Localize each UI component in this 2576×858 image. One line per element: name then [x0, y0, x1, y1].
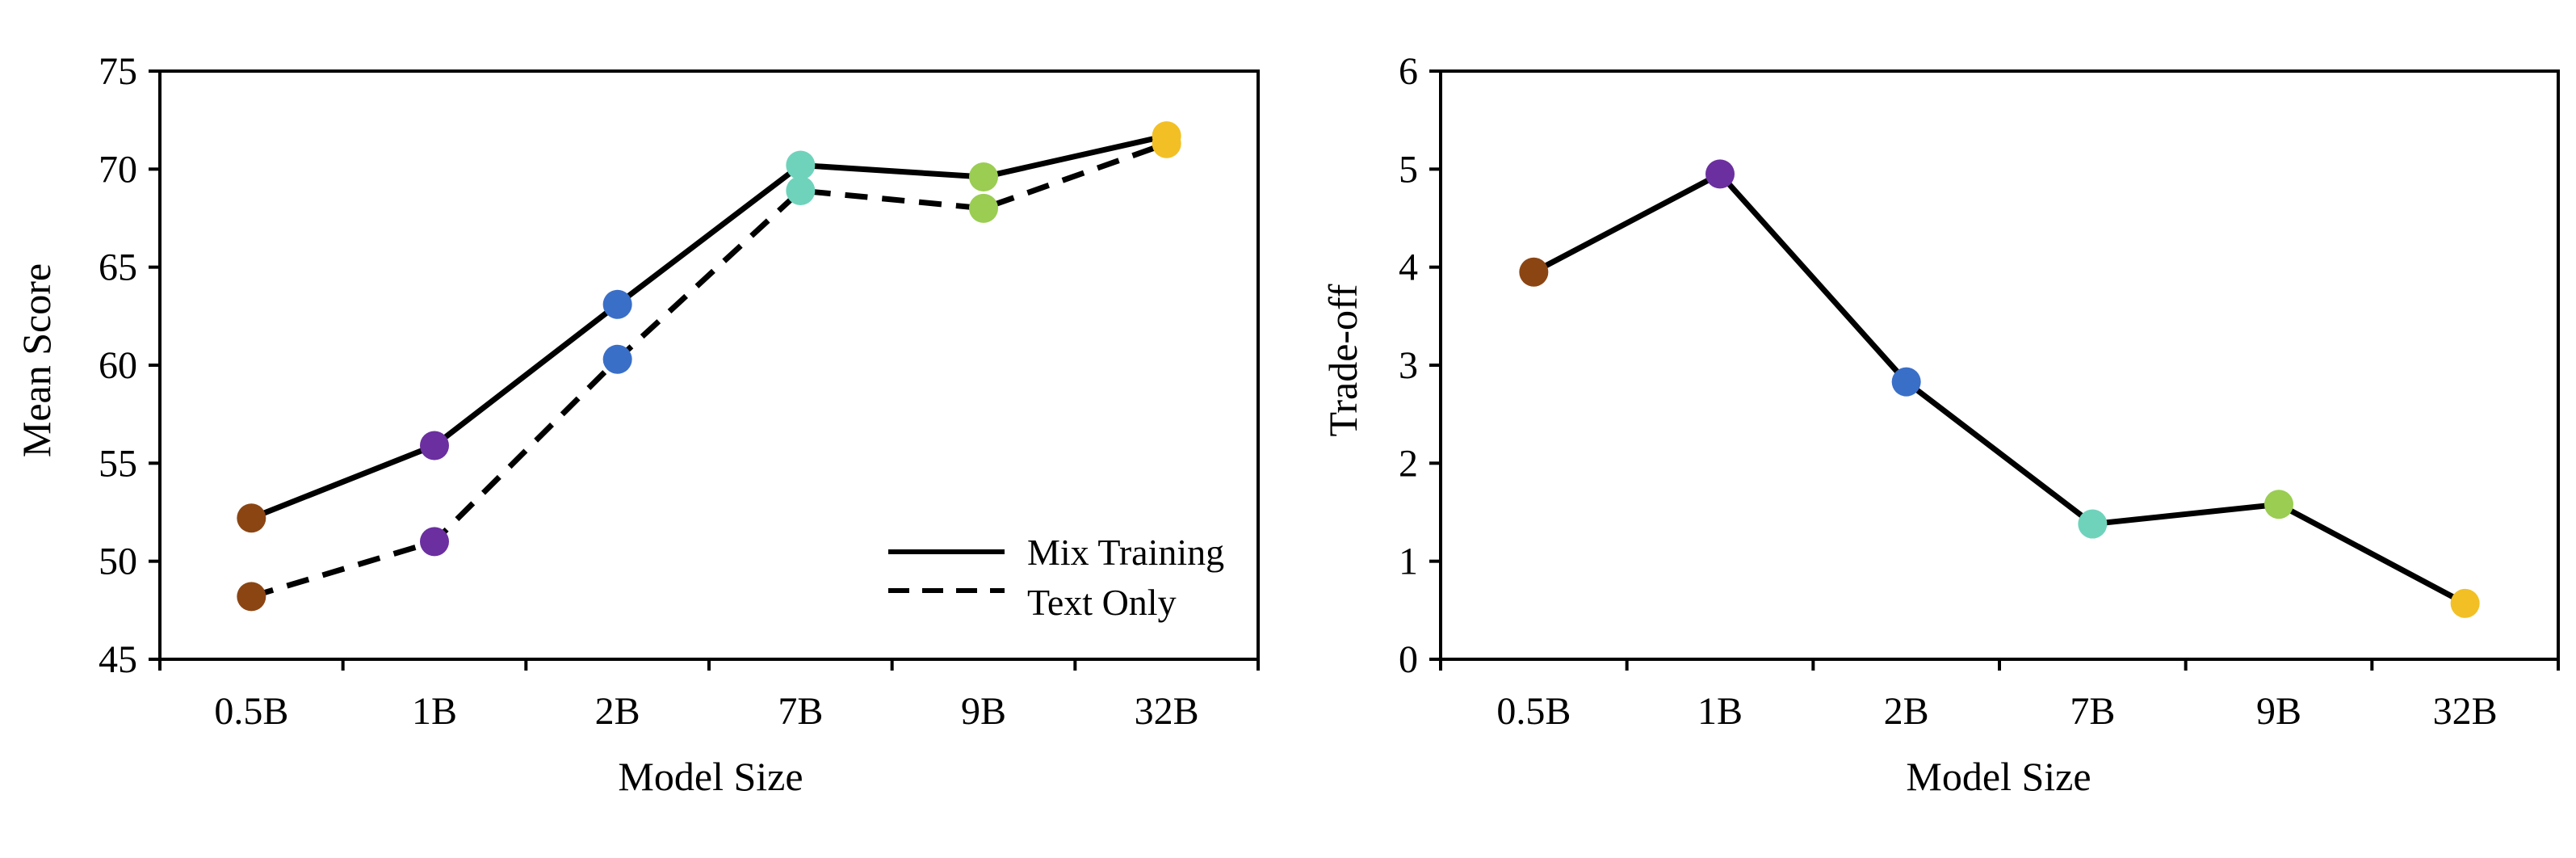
chart1-ticklabels: 0 1 2 3 4 5 6 0.5B 1B 2B 7B 9B 32B: [1399, 50, 2498, 733]
y-tick-label: 75: [99, 50, 137, 93]
x-tick-label: 32B: [1135, 690, 1199, 733]
x-tick-label: 1B: [1697, 690, 1743, 733]
y-tick-label: 2: [1399, 442, 1418, 485]
chart0-lines: [250, 132, 1168, 599]
data-point: [602, 289, 632, 319]
y-tick-label: 5: [1399, 148, 1418, 191]
y-tick-label: 55: [99, 442, 137, 485]
data-point: [1519, 257, 1549, 287]
x-tick-label: 1B: [412, 690, 457, 733]
x-tick-label: 9B: [2256, 690, 2301, 733]
trade-off-chart: 0 1 2 3 4 5 6 0.5B 1B 2B 7B 9B 32B Model Size Trade-…: [1320, 50, 2560, 799]
y-tick-label: 4: [1399, 246, 1418, 289]
series-line-0: [250, 132, 1168, 521]
x-tick-label: 7B: [2070, 690, 2115, 733]
series-line-1: [250, 141, 1168, 599]
data-point: [420, 431, 449, 461]
legend-label-text-only: Text Only: [1027, 582, 1177, 623]
y-tick-label: 70: [99, 148, 137, 191]
data-point: [1891, 367, 1921, 397]
data-point: [1705, 159, 1735, 189]
data-point: [602, 344, 632, 374]
chart0-points: [237, 121, 1181, 612]
chart1-frame: [1439, 69, 2560, 661]
data-point: [786, 150, 816, 180]
chart0-axes: [149, 69, 1260, 671]
x-tick-label: 2B: [595, 690, 640, 733]
chart0-ticklabels: 45 50 55 60 65 70 75 0.5B 1B 2B 7B 9B 32B: [99, 50, 1199, 733]
x-tick-label: 0.5B: [214, 690, 288, 733]
x-tick-label: 2B: [1884, 690, 1929, 733]
x-tick-label: 7B: [778, 690, 823, 733]
data-point: [237, 503, 266, 533]
chart0-xlabel: Model Size: [618, 754, 803, 799]
x-tick-label: 9B: [961, 690, 1006, 733]
x-tick-label: 32B: [2433, 690, 2498, 733]
data-point: [969, 162, 998, 192]
data-point: [1152, 128, 1181, 158]
y-tick-label: 6: [1399, 50, 1418, 93]
legend-label-mix-training: Mix Training: [1027, 532, 1224, 573]
y-tick-label: 45: [99, 638, 137, 681]
series-line-0: [1532, 170, 2467, 606]
data-point: [2078, 509, 2108, 539]
chart1-axes: [1429, 69, 2560, 671]
chart1-lines: [1532, 170, 2467, 606]
mean-score-chart: 45 50 55 60 65 70 75 0.5B 1B 2B 7B 9B 32B Model Size…: [14, 50, 1260, 799]
y-tick-label: 3: [1399, 344, 1418, 387]
chart1-xlabel: Model Size: [1906, 754, 2091, 799]
legend: Mix Training Text Only: [888, 532, 1224, 623]
x-tick-label: 0.5B: [1496, 690, 1571, 733]
y-tick-label: 1: [1399, 540, 1418, 583]
data-point: [786, 176, 816, 206]
data-point: [2450, 588, 2480, 618]
data-point: [420, 527, 449, 557]
y-tick-label: 50: [99, 540, 137, 583]
chart1-points: [1519, 159, 2480, 618]
data-point: [2264, 490, 2293, 519]
chart0-ylabel: Mean Score: [14, 263, 59, 457]
chart1-ylabel: Trade-off: [1320, 284, 1366, 436]
y-tick-label: 0: [1399, 638, 1418, 681]
y-tick-label: 60: [99, 344, 137, 387]
data-point: [969, 193, 998, 223]
data-point: [237, 582, 266, 612]
y-tick-label: 65: [99, 246, 137, 289]
